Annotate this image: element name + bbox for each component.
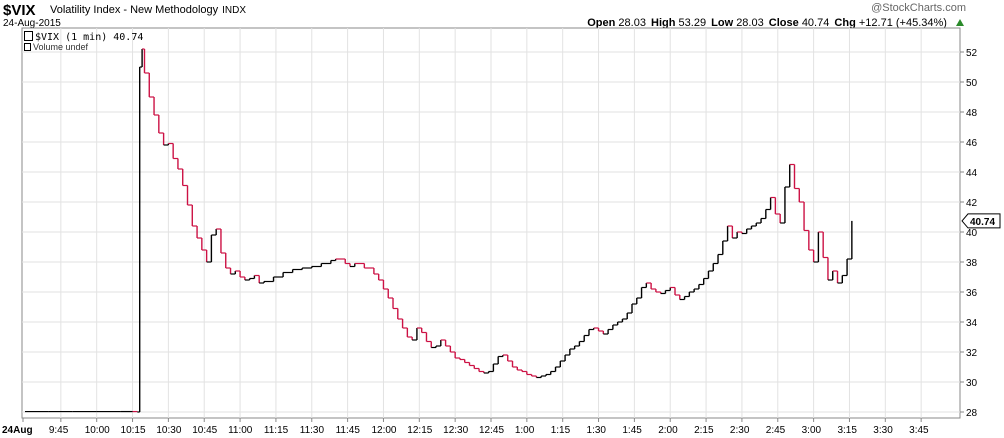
candle-icon [24,31,33,41]
x-tick-label: 2:30 [730,425,750,436]
y-tick-label: 40 [966,228,978,239]
y-tick-label: 28 [966,408,978,419]
x-tick-label: 2:00 [658,425,678,436]
y-tick-label: 52 [966,48,978,59]
y-tick-label: 44 [966,168,978,179]
up-arrow-icon [956,19,964,26]
chg-value: +12.71 (+45.34%) [858,17,947,29]
y-tick-label: 46 [966,138,978,149]
low-label: Low [711,17,734,29]
x-tick-label: 11:15 [264,425,289,436]
ohlc-summary: Open 28.03 High 53.29 Low 28.03 Close 40… [587,17,966,29]
x-tick-label: 11:30 [300,425,325,436]
x-tick-label: 1:00 [515,425,535,436]
last-value-label: 40.74 [970,217,995,228]
series-legend-label: $VIX (1 min) 40.74 [35,32,144,43]
y-tick-label: 50 [966,78,978,89]
symbol-label: $VIX [3,2,36,19]
x-tick-label: 3:45 [909,425,929,436]
chart-header: $VIX Volatility Index - New Methodology I… [0,0,1004,36]
x-tick-label: 12:15 [407,425,432,436]
x-tick-label: 3:00 [802,425,822,436]
high-value: 53.29 [678,17,707,29]
y-tick-label: 34 [966,318,978,329]
x-tick-label: 10:30 [156,425,181,436]
y-tick-label: 38 [966,258,978,269]
chg-label: Chg [834,17,856,29]
y-tick-label: 30 [966,378,978,389]
series-legend: $VIX (1 min) 40.74 [24,31,143,43]
x-tick-label: 10:15 [121,425,146,436]
y-tick-label: 36 [966,288,978,299]
x-tick-label: 1:30 [587,425,607,436]
x-tick-label: 10:00 [85,425,110,436]
volume-legend: Volume undef [24,42,88,52]
watermark[interactable]: @StockCharts.com [871,2,966,14]
instrument-name-text: Volatility Index - New Methodology [50,4,219,16]
close-label: Close [768,17,799,29]
x-tick-label: 1:45 [622,425,642,436]
x-tick-label: 12:45 [479,425,504,436]
y-tick-label: 32 [966,348,978,359]
high-label: High [651,17,676,29]
x-tick-label: 9:45 [49,425,69,436]
low-value: 28.03 [736,17,764,29]
x-tick-label: 12:30 [443,425,468,436]
x-tick-label: 11:45 [336,425,361,436]
x-tick-label: 12:00 [371,425,396,436]
last-value-tag [961,213,1001,229]
x-tick-label: 24Aug [2,425,33,436]
x-tick-label: 2:45 [766,425,786,436]
x-tick-label: 2:15 [694,425,714,436]
x-tick-label: 3:15 [837,425,857,436]
x-tick-label: 11:00 [228,425,253,436]
x-tick-label: 1:15 [551,425,571,436]
date-label: 24-Aug-2015 [3,18,61,29]
volume-icon [24,43,31,51]
open-value: 28.03 [618,17,646,29]
y-tick-label: 48 [966,108,978,119]
open-label: Open [587,17,616,29]
volume-legend-label: Volume undef [33,42,89,52]
x-tick-label: 3:30 [873,425,893,436]
close-value: 40.74 [801,17,830,29]
x-tick-label: 10:45 [192,425,217,436]
exchange-label: INDX [222,5,247,16]
instrument-name: Volatility Index - New Methodology INDX [50,4,246,16]
y-tick-label: 42 [966,198,978,209]
